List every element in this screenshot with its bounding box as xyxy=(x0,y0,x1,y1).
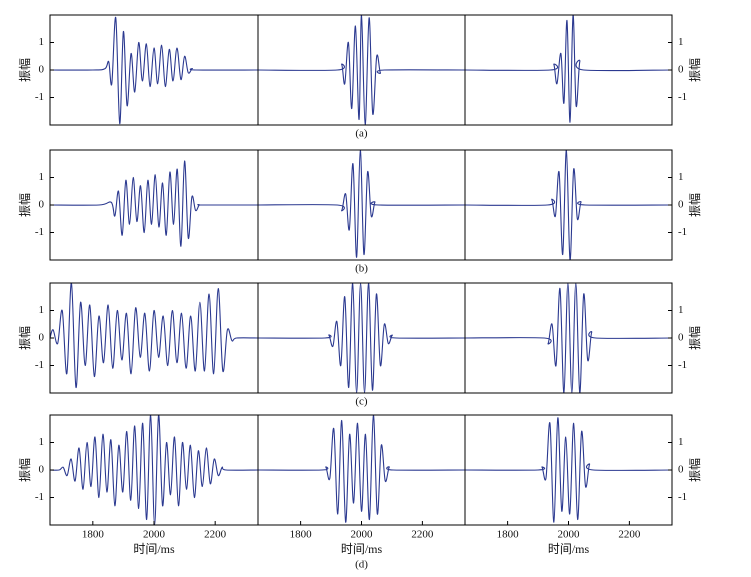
waveform xyxy=(465,150,672,260)
waveform xyxy=(258,283,465,393)
y-tick-label: 1 xyxy=(39,36,45,48)
y-tick-label: 1 xyxy=(678,304,684,316)
waveform xyxy=(258,415,465,523)
y-tick-label: 0 xyxy=(39,64,45,76)
waveform xyxy=(465,283,672,393)
x-axis-label: 时间/ms xyxy=(341,542,383,556)
y-tick-label: -1 xyxy=(35,91,44,103)
y-axis-label: 振幅 xyxy=(687,326,702,350)
x-tick-label: 2200 xyxy=(618,529,641,541)
waveform xyxy=(50,415,258,525)
y-tick-label: 0 xyxy=(678,199,684,211)
panel-caption: (b) xyxy=(355,263,368,275)
y-tick-label: 0 xyxy=(39,332,45,344)
y-axis-label: 振幅 xyxy=(17,326,32,350)
x-axis-label: 时间/ms xyxy=(133,542,175,556)
waveform xyxy=(258,15,465,125)
y-tick-label: -1 xyxy=(678,226,687,238)
waveform xyxy=(258,150,465,258)
y-tick-label: 1 xyxy=(678,436,684,448)
y-tick-label: 0 xyxy=(39,199,45,211)
waveform xyxy=(465,417,672,523)
y-axis-label: 振幅 xyxy=(687,458,702,482)
x-tick-label: 1800 xyxy=(82,529,105,541)
x-tick-label: 2000 xyxy=(351,529,374,541)
y-tick-label: 0 xyxy=(678,64,684,76)
y-tick-label: 1 xyxy=(39,436,45,448)
x-tick-label: 2200 xyxy=(204,529,227,541)
x-tick-label: 2000 xyxy=(143,529,166,541)
y-tick-label: -1 xyxy=(678,91,687,103)
y-axis-label: 振幅 xyxy=(17,458,32,482)
y-tick-label: 1 xyxy=(39,171,45,183)
y-tick-label: 0 xyxy=(678,332,684,344)
y-tick-label: 1 xyxy=(678,171,684,183)
y-axis-label: 振幅 xyxy=(17,58,32,82)
waveform xyxy=(465,15,672,123)
panel-caption: (d) xyxy=(355,559,368,571)
waveform xyxy=(50,283,258,389)
y-tick-label: -1 xyxy=(35,226,44,238)
waveform xyxy=(50,160,258,247)
y-tick-label: -1 xyxy=(678,359,687,371)
y-tick-label: -1 xyxy=(35,491,44,503)
x-tick-label: 1800 xyxy=(497,529,520,541)
y-tick-label: -1 xyxy=(35,359,44,371)
panel-caption: (a) xyxy=(355,128,368,140)
y-tick-label: 1 xyxy=(678,36,684,48)
y-axis-label: 振幅 xyxy=(687,58,702,82)
x-axis-label: 时间/ms xyxy=(548,542,590,556)
x-tick-label: 2000 xyxy=(558,529,581,541)
y-tick-label: 0 xyxy=(39,464,45,476)
y-tick-label: 1 xyxy=(39,304,45,316)
x-tick-label: 1800 xyxy=(290,529,313,541)
y-axis-label: 振幅 xyxy=(687,193,702,217)
panel-caption: (c) xyxy=(355,396,368,408)
waveform xyxy=(50,17,258,125)
y-axis-label: 振幅 xyxy=(17,193,32,217)
y-tick-label: 0 xyxy=(678,464,684,476)
y-tick-label: -1 xyxy=(678,491,687,503)
x-tick-label: 2200 xyxy=(411,529,434,541)
